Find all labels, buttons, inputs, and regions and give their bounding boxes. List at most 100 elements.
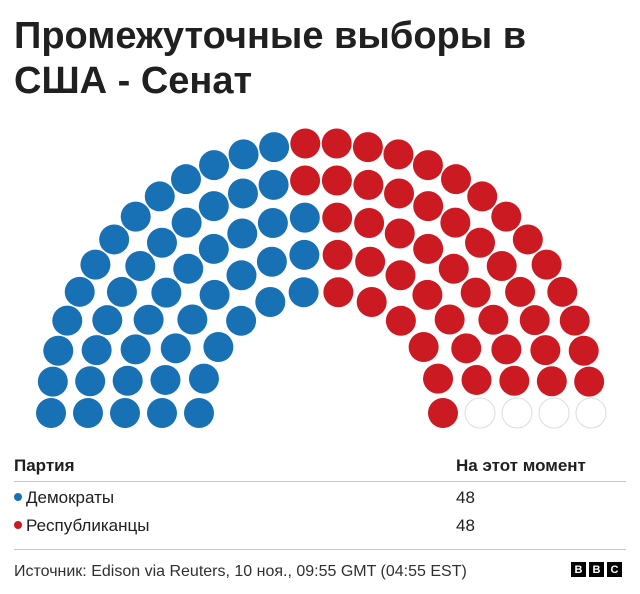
seat-republican: [467, 181, 498, 212]
seat-republican: [460, 277, 491, 308]
seat-democrat: [99, 224, 130, 255]
seat-democrat: [37, 366, 68, 397]
seat-republican: [568, 335, 599, 366]
seat-democrat: [150, 364, 181, 395]
seat-democrat: [226, 305, 257, 336]
seat-democrat: [256, 246, 287, 277]
seat-democrat: [81, 335, 112, 366]
seat-republican: [486, 250, 517, 281]
seat-democrat: [125, 250, 156, 281]
party-count: 48: [456, 488, 475, 507]
seat-democrat: [177, 304, 208, 335]
seat-democrat: [75, 366, 106, 397]
seat-democrat: [171, 164, 201, 195]
seat-democrat: [146, 227, 177, 258]
seat-republican: [440, 207, 471, 238]
seat-undecided: [538, 397, 570, 429]
seat-republican: [323, 277, 354, 308]
table-row: Республиканцы 48: [14, 516, 626, 536]
seat-republican: [385, 305, 416, 336]
seat-republican: [428, 398, 458, 428]
seat-republican: [322, 239, 353, 270]
seat-republican: [491, 201, 522, 232]
seat-republican: [423, 363, 454, 394]
seat-republican: [547, 276, 578, 307]
party-count: 48: [456, 516, 475, 535]
seat-republican: [353, 169, 384, 200]
seat-republican: [461, 364, 492, 395]
seat-democrat: [110, 398, 140, 428]
seat-democrat: [92, 305, 123, 336]
seat-democrat: [171, 207, 202, 238]
seat-republican: [408, 332, 439, 363]
seat-undecided: [575, 397, 607, 429]
dem-dot-icon: [14, 493, 22, 501]
seat-republican: [441, 164, 471, 195]
seat-democrat: [52, 305, 83, 336]
seat-democrat: [289, 239, 320, 270]
divider: [14, 549, 626, 550]
parliament-chart: [36, 128, 607, 429]
source-note: Источник: Edison via Reuters, 10 ноя., 0…: [14, 563, 467, 580]
seat-democrat: [198, 191, 229, 222]
seat-democrat: [198, 233, 229, 264]
seat-republican: [412, 150, 443, 181]
seat-republican: [354, 207, 385, 238]
seat-democrat: [227, 178, 258, 209]
seat-republican: [465, 227, 496, 258]
seat-democrat: [199, 150, 230, 181]
seat-republican: [478, 304, 509, 335]
seat-republican: [559, 305, 590, 336]
seat-republican: [530, 335, 561, 366]
seat-republican: [505, 276, 536, 307]
seat-democrat: [203, 332, 234, 363]
seat-undecided: [501, 397, 533, 429]
seat-democrat: [227, 218, 258, 249]
seat-republican: [531, 249, 562, 280]
seat-republican: [384, 218, 415, 249]
seat-democrat: [188, 363, 219, 394]
seat-republican: [384, 178, 415, 209]
seat-democrat: [106, 276, 137, 307]
seat-republican: [385, 260, 416, 291]
party-name: Демократы: [26, 488, 115, 507]
seat-republican: [574, 366, 605, 397]
seat-democrat: [160, 333, 191, 364]
chart-title: Промежуточные выборы в США - Сенат: [14, 15, 527, 102]
seat-republican: [355, 246, 386, 277]
seat-republican: [491, 334, 522, 365]
seat-republican: [290, 128, 321, 159]
divider: [14, 481, 626, 482]
seat-democrat: [288, 277, 319, 308]
seat-democrat: [151, 277, 182, 308]
seat-republican: [412, 279, 443, 310]
seat-republican: [383, 139, 414, 170]
seat-republican: [322, 202, 353, 233]
seat-democrat: [120, 201, 151, 232]
rep-dot-icon: [14, 521, 22, 529]
table-row: Демократы 48: [14, 488, 626, 508]
seat-republican: [356, 287, 387, 318]
seat-democrat: [80, 249, 111, 280]
seat-democrat: [289, 202, 320, 233]
header-party: Партия: [14, 456, 75, 475]
seat-democrat: [257, 207, 288, 238]
header-count: На этот момент: [456, 456, 586, 475]
seat-democrat: [184, 398, 214, 428]
seat-democrat: [73, 398, 103, 428]
party-name: Республиканцы: [26, 516, 150, 535]
table-header: Партия На этот момент: [14, 456, 626, 476]
seat-democrat: [43, 335, 74, 366]
seat-democrat: [36, 398, 66, 428]
seat-republican: [536, 366, 567, 397]
seat-democrat: [226, 260, 257, 291]
seat-republican: [321, 128, 352, 159]
seat-republican: [451, 333, 482, 364]
seat-democrat: [112, 365, 143, 396]
seat-republican: [290, 165, 321, 196]
seat-democrat: [228, 139, 259, 170]
seat-democrat: [199, 279, 230, 310]
seat-democrat: [255, 287, 286, 318]
seat-republican: [352, 132, 383, 163]
